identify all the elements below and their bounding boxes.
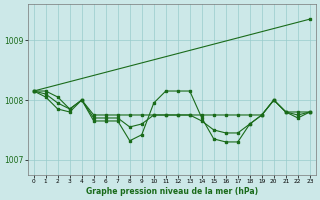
X-axis label: Graphe pression niveau de la mer (hPa): Graphe pression niveau de la mer (hPa) <box>86 187 258 196</box>
